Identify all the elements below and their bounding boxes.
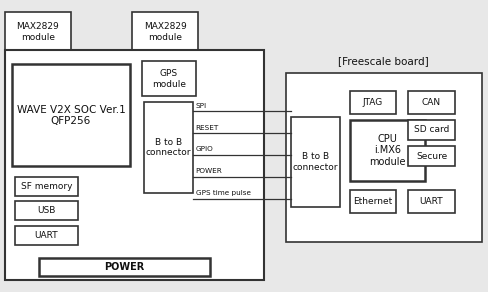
Text: POWER: POWER xyxy=(104,262,144,272)
Text: MAX2829
module: MAX2829 module xyxy=(143,22,186,42)
Text: UART: UART xyxy=(35,231,58,240)
Text: CAN: CAN xyxy=(421,98,440,107)
FancyBboxPatch shape xyxy=(407,120,454,140)
Text: SF memory: SF memory xyxy=(20,182,72,191)
FancyBboxPatch shape xyxy=(285,73,481,242)
FancyBboxPatch shape xyxy=(349,91,395,114)
FancyBboxPatch shape xyxy=(349,190,395,213)
Text: RESET: RESET xyxy=(195,124,219,131)
Text: MAX2829
module: MAX2829 module xyxy=(17,22,59,42)
FancyBboxPatch shape xyxy=(5,50,264,280)
Text: B to B
connector: B to B connector xyxy=(292,152,338,172)
FancyBboxPatch shape xyxy=(15,177,78,196)
Text: JTAG: JTAG xyxy=(362,98,382,107)
FancyBboxPatch shape xyxy=(290,117,339,207)
FancyBboxPatch shape xyxy=(142,61,195,96)
Text: SD card: SD card xyxy=(413,126,448,134)
Text: WAVE V2X SOC Ver.1
QFP256: WAVE V2X SOC Ver.1 QFP256 xyxy=(17,105,125,126)
FancyBboxPatch shape xyxy=(407,146,454,166)
Text: UART: UART xyxy=(419,197,443,206)
Text: POWER: POWER xyxy=(195,168,222,174)
FancyBboxPatch shape xyxy=(407,190,454,213)
Text: GPIO: GPIO xyxy=(195,146,213,152)
Text: B to B
connector: B to B connector xyxy=(145,138,191,157)
FancyBboxPatch shape xyxy=(15,226,78,245)
Text: USB: USB xyxy=(37,206,56,215)
Text: [Freescale board]: [Freescale board] xyxy=(338,56,428,66)
FancyBboxPatch shape xyxy=(39,258,210,276)
FancyBboxPatch shape xyxy=(407,91,454,114)
Text: GPS time pulse: GPS time pulse xyxy=(195,190,250,196)
FancyBboxPatch shape xyxy=(5,12,71,53)
FancyBboxPatch shape xyxy=(349,120,425,181)
Text: SPI: SPI xyxy=(195,102,206,109)
Text: Ethernet: Ethernet xyxy=(352,197,392,206)
FancyBboxPatch shape xyxy=(12,64,129,166)
Text: Secure: Secure xyxy=(415,152,446,161)
FancyBboxPatch shape xyxy=(144,102,193,193)
FancyBboxPatch shape xyxy=(132,12,198,53)
Text: GPS
module: GPS module xyxy=(151,69,185,88)
FancyBboxPatch shape xyxy=(15,201,78,220)
Text: CPU
i.MX6
module: CPU i.MX6 module xyxy=(368,134,405,167)
